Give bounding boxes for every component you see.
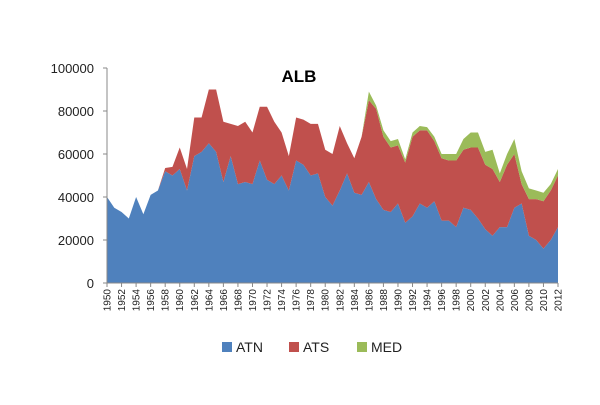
- x-tick-label: 2000: [466, 289, 477, 312]
- legend: ATN ATS MED: [222, 339, 402, 355]
- x-tick-label: 1962: [190, 289, 201, 312]
- x-tick-label: 1966: [219, 289, 230, 312]
- legend-swatch-med: [357, 342, 367, 352]
- x-tick-label: 1972: [263, 289, 274, 312]
- x-tick-label: 1960: [175, 289, 186, 312]
- x-tick-label: 1958: [161, 289, 172, 312]
- x-tick-label: 1996: [437, 289, 448, 312]
- x-tick-label: 2002: [481, 289, 492, 312]
- x-tick-label: 1976: [292, 289, 303, 312]
- x-tick-label: 1974: [277, 289, 288, 312]
- x-tick-label: 1980: [321, 289, 332, 312]
- x-tick-label: 1990: [393, 289, 404, 312]
- y-tick-label: 0: [87, 276, 94, 291]
- y-axis-ticks: 0 20000 40000 60000 80000 100000: [51, 61, 107, 291]
- x-tick-label: 2006: [510, 289, 521, 312]
- x-tick-label: 1986: [364, 289, 375, 312]
- x-tick-label: 1998: [452, 289, 463, 312]
- x-axis-ticks: 1950 1952 1954 1956 1958 1960 1962 1964 1966 1968…: [103, 283, 565, 311]
- x-tick-label: 1988: [379, 289, 390, 312]
- y-tick-label: 60000: [58, 147, 94, 162]
- x-tick-label: 1952: [117, 289, 128, 312]
- y-tick-label: 20000: [58, 233, 94, 248]
- x-tick-label: 1954: [132, 289, 143, 312]
- legend-label-atn: ATN: [236, 339, 263, 355]
- area-series-atn: [107, 143, 558, 283]
- x-tick-label: 2012: [554, 289, 565, 312]
- y-tick-label: 40000: [58, 190, 94, 205]
- x-tick-label: 1968: [233, 289, 244, 312]
- x-tick-label: 1992: [408, 289, 419, 312]
- x-tick-label: 2008: [524, 289, 535, 312]
- y-tick-label: 100000: [51, 61, 94, 76]
- x-tick-label: 1956: [146, 289, 157, 312]
- legend-label-ats: ATS: [303, 339, 329, 355]
- x-tick-label: 1984: [350, 289, 361, 312]
- y-tick-label: 80000: [58, 104, 94, 119]
- area-series-ats: [107, 89, 558, 249]
- x-tick-label: 1978: [306, 289, 317, 312]
- x-tick-label: 2004: [495, 289, 506, 312]
- x-tick-label: 2010: [539, 289, 550, 312]
- x-tick-label: 1982: [335, 289, 346, 312]
- plot-areas: [107, 89, 558, 283]
- x-tick-label: 1994: [423, 289, 434, 312]
- legend-label-med: MED: [371, 339, 402, 355]
- x-tick-label: 1950: [103, 289, 114, 312]
- legend-swatch-atn: [222, 342, 232, 352]
- legend-swatch-ats: [289, 342, 299, 352]
- x-tick-label: 1964: [204, 289, 215, 312]
- chart-title: ALB: [282, 67, 317, 86]
- x-tick-label: 1970: [248, 289, 259, 312]
